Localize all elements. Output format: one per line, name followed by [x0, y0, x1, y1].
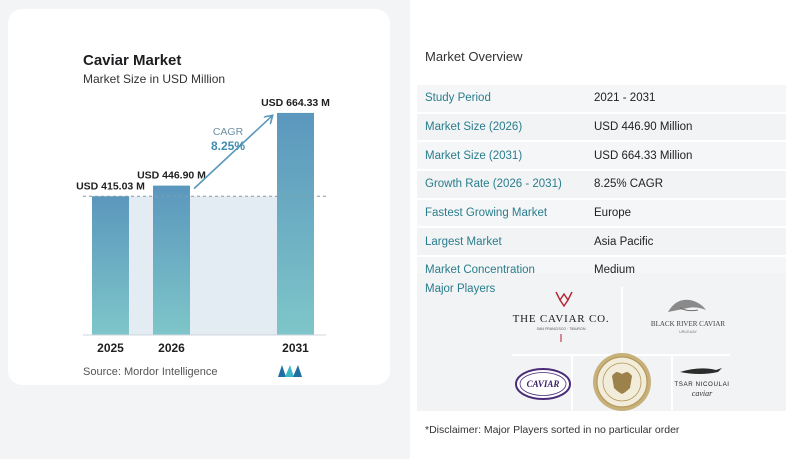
overview-row-market-size-2031: Market Size (2031) USD 664.33 Million — [417, 142, 786, 172]
svg-text:caviar: caviar — [692, 389, 713, 398]
row-label: Fastest Growing Market — [417, 199, 586, 227]
row-value: Asia Pacific — [586, 228, 786, 256]
overview-row-largest-market: Largest Market Asia Pacific — [417, 228, 786, 258]
data-label-2031: USD 664.33 M — [261, 97, 330, 109]
mordor-intelligence-logo — [278, 365, 302, 377]
row-value: 8.25% CAGR — [586, 171, 786, 198]
overview-row-growth-rate: Growth Rate (2026 - 2031) 8.25% CAGR — [417, 171, 786, 200]
bar-2025 — [92, 196, 129, 335]
tick-label-2026: 2026 — [158, 341, 185, 355]
svg-text:SAN FRANCISCO · TIBURON: SAN FRANCISCO · TIBURON — [537, 327, 586, 331]
overview-row-study-period: Study Period 2021 - 2031 — [417, 85, 786, 114]
data-label-2025: USD 415.03 M — [76, 180, 145, 192]
chart-subtitle: Market Size in USD Million — [83, 72, 226, 86]
row-label: Largest Market — [417, 228, 586, 256]
svg-text:URUGUAY: URUGUAY — [679, 330, 697, 334]
row-label: Study Period — [417, 85, 586, 112]
svg-text:CAVIAR: CAVIAR — [527, 379, 560, 389]
bar-2026 — [153, 185, 190, 335]
row-value: USD 664.33 Million — [586, 142, 786, 170]
caviar-oval-logo: CAVIAR — [515, 368, 571, 400]
tick-label-2031: 2031 — [282, 341, 309, 355]
row-value: Europe — [586, 199, 786, 227]
cagr-arrow — [193, 116, 272, 190]
source-note: Source: Mordor Intelligence — [83, 366, 218, 378]
major-players-title: Major Players — [425, 283, 496, 295]
chart-title: Caviar Market — [83, 52, 182, 69]
data-label-2026: USD 446.90 M — [137, 170, 206, 182]
row-label: Market Size (2031) — [417, 142, 586, 170]
the-caviar-co-logo: THE CAVIAR CO. SAN FRANCISCO · TIBURON — [513, 291, 610, 342]
row-value: USD 446.90 Million — [586, 113, 786, 141]
overview-row-fastest-growing: Fastest Growing Market Europe — [417, 199, 786, 229]
gold-seal-logo — [593, 353, 651, 411]
tick-label-2025: 2025 — [97, 341, 124, 355]
tsar-nicoulai-logo: TSAR NICOULAI caviar — [674, 368, 729, 398]
overview-row-market-size-2026: Market Size (2026) USD 446.90 Million — [417, 113, 786, 143]
cagr-label: CAGR — [213, 126, 244, 138]
row-label: Market Size (2026) — [417, 113, 586, 141]
row-label: Growth Rate (2026 - 2031) — [417, 171, 586, 198]
disclaimer: *Disclaimer: Major Players sorted in no … — [425, 424, 680, 436]
black-river-caviar-logo: BLACK RIVER CAVIAR URUGUAY — [651, 299, 725, 334]
svg-text:THE CAVIAR CO.: THE CAVIAR CO. — [513, 313, 610, 325]
cagr-value: 8.25% — [211, 139, 245, 153]
bar-2031 — [277, 112, 314, 335]
svg-text:BLACK RIVER CAVIAR: BLACK RIVER CAVIAR — [651, 320, 725, 328]
svg-text:TSAR NICOULAI: TSAR NICOULAI — [674, 381, 729, 388]
overview-table: Study Period 2021 - 2031 Market Size (20… — [417, 85, 786, 286]
overview-title: Market Overview — [425, 49, 523, 64]
row-value: 2021 - 2031 — [586, 85, 786, 112]
